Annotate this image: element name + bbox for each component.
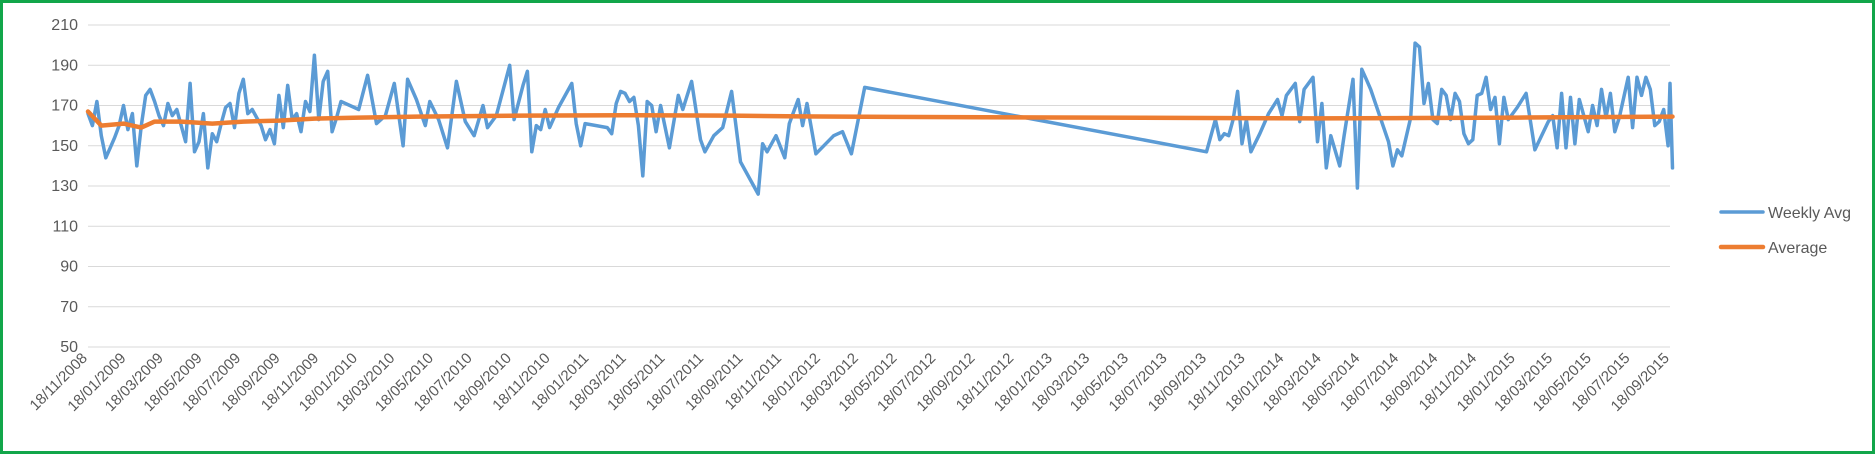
y-tick-label: 170 [51,98,78,115]
series-lines [85,41,1675,196]
line-chart: 50 70 90 110 130 150 170 190 210 18/11/200818/01… [27,17,1852,415]
y-tick-label: 70 [60,299,78,316]
y-tick-label: 50 [60,339,78,356]
y-tick-label: 90 [60,259,78,276]
y-tick-label: 110 [52,218,78,235]
legend-label-average: Average [1768,240,1827,257]
series-line-weekly-avg [86,41,1675,196]
y-axis-ticks: 50 70 90 110 130 150 170 190 210 [51,17,78,356]
legend-label-weekly-avg: Weekly Avg [1768,205,1851,222]
y-tick-label: 150 [51,138,78,155]
y-tick-label: 190 [51,57,78,74]
x-axis-ticks: 18/11/200818/01/200918/03/200918/05/2009… [27,350,1673,415]
legend: Weekly Avg Average [1718,205,1851,257]
series-line-average [85,109,1675,130]
y-tick-label: 130 [51,178,78,195]
y-tick-label: 210 [51,17,78,34]
